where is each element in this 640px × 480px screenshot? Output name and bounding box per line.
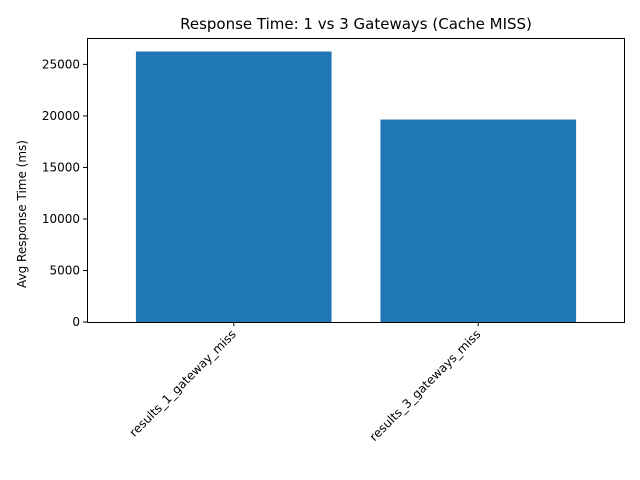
y-tick-label: 15000 bbox=[42, 160, 80, 174]
y-axis-label: Avg Response Time (ms) bbox=[15, 140, 29, 288]
y-tick-label: 20000 bbox=[42, 109, 80, 123]
y-ticks-group: 0 5000 10000 15000 20000 25000 bbox=[42, 57, 87, 329]
y-tick-label: 25000 bbox=[42, 57, 80, 71]
bar-results_3_gateways_miss bbox=[380, 119, 577, 323]
bar-results_1_gateway_miss bbox=[135, 51, 332, 323]
plot-frame bbox=[87, 38, 625, 323]
x-tick-label-results_3_gateways_miss: results_3_gateways_miss bbox=[367, 327, 484, 444]
y-tick-label: 10000 bbox=[42, 212, 80, 226]
y-tick-label: 0 bbox=[72, 315, 80, 329]
y-tick-label: 5000 bbox=[49, 263, 80, 277]
bars-group bbox=[135, 51, 577, 323]
x-tick-label-results_1_gateway_miss: results_1_gateway_miss bbox=[127, 327, 239, 439]
chart-title: Response Time: 1 vs 3 Gateways (Cache MI… bbox=[180, 15, 532, 33]
x-ticks-group: results_1_gateway_miss results_3_gateways… bbox=[127, 322, 484, 444]
